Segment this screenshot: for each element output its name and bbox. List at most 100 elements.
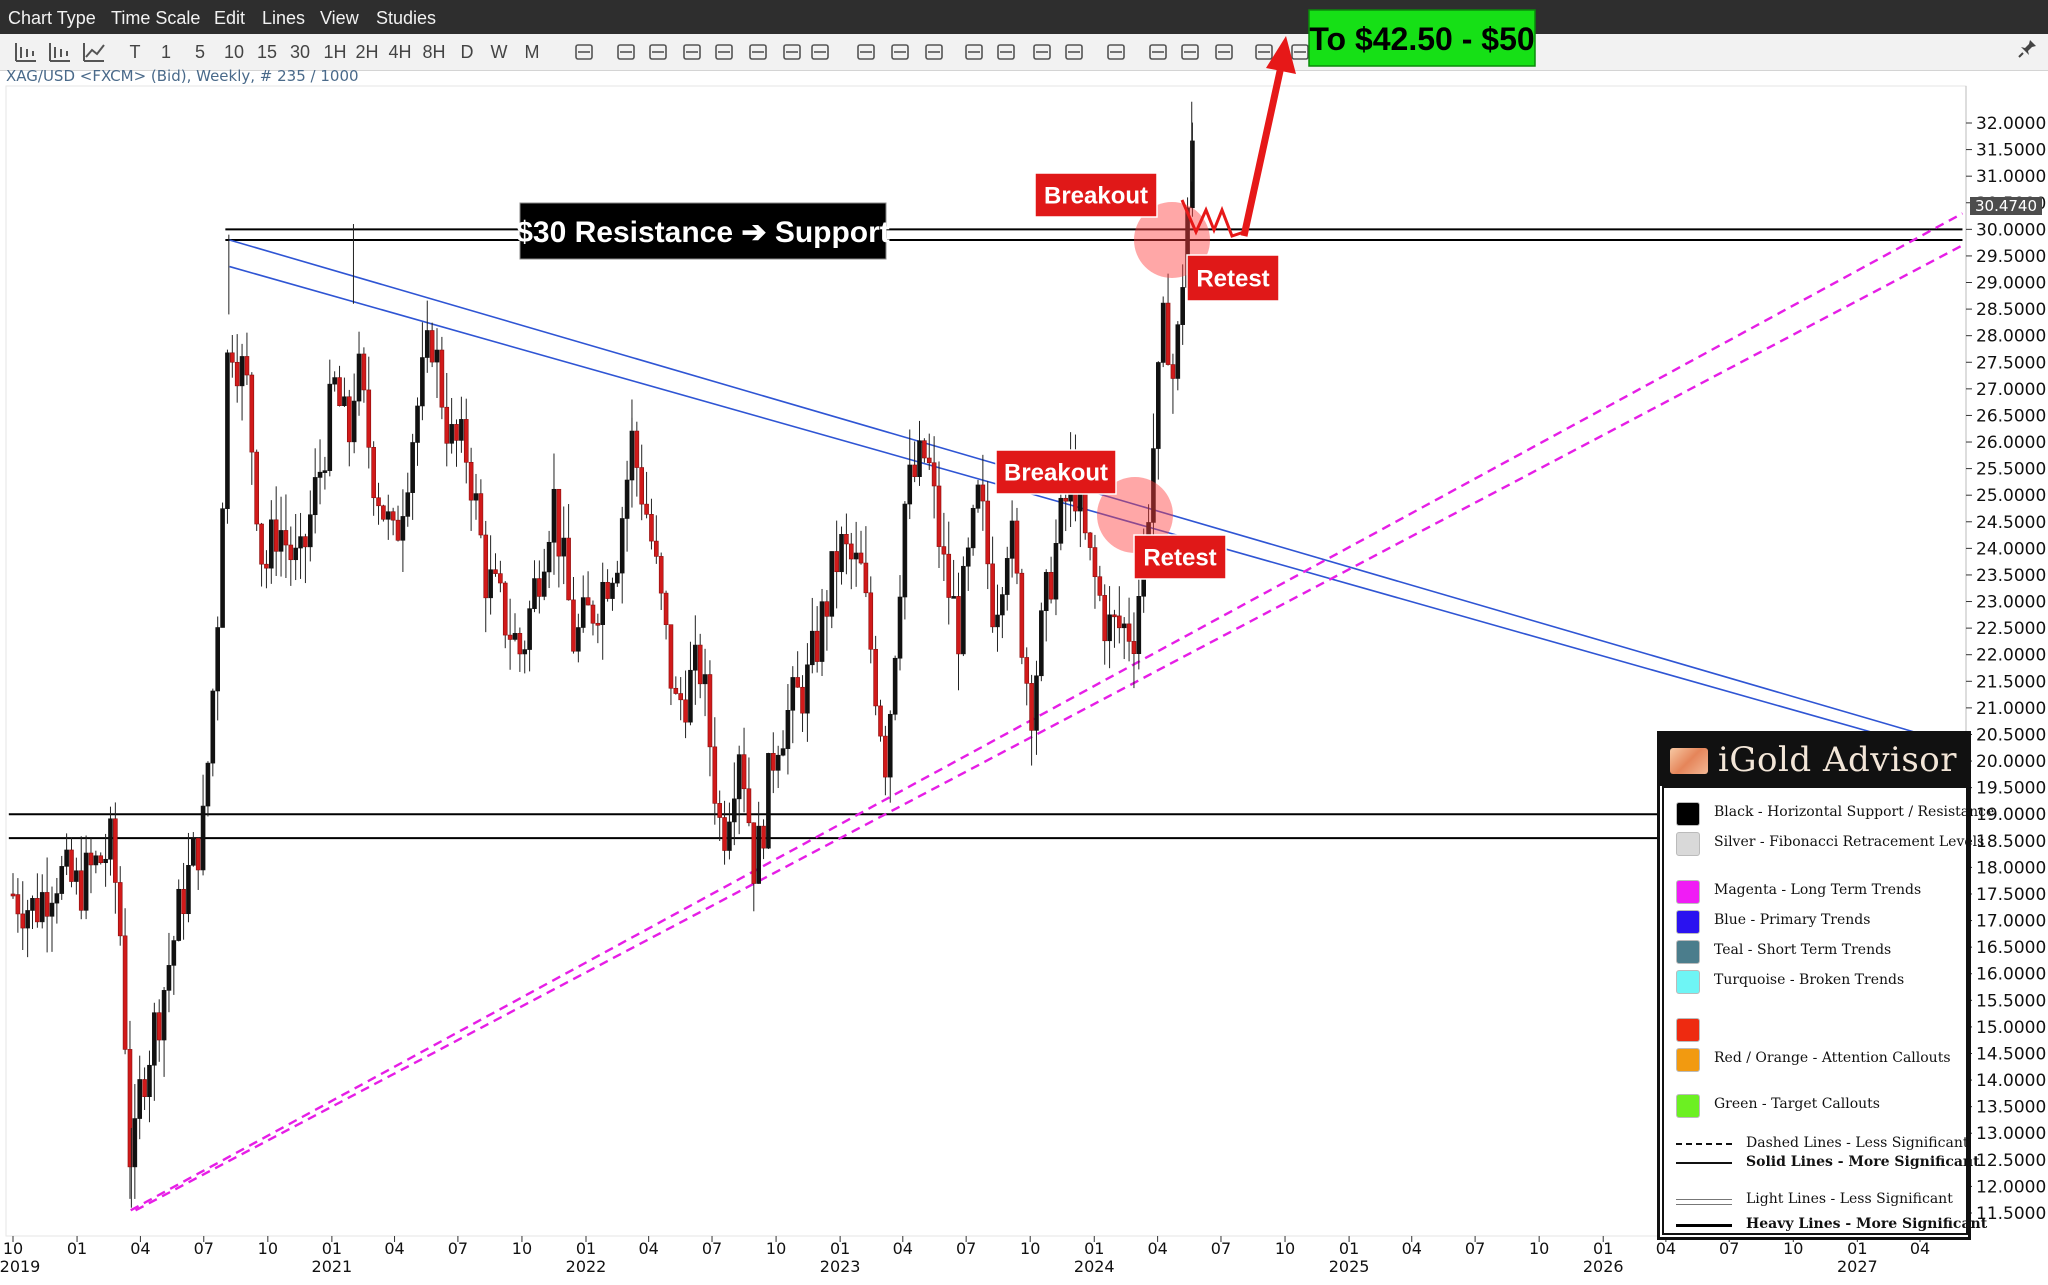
candle-up [239, 356, 245, 387]
x-month-label: 10 [766, 1239, 786, 1258]
info-icon[interactable] [780, 40, 804, 64]
measure-icon[interactable] [1212, 40, 1236, 64]
pencil-icon[interactable] [1288, 40, 1312, 64]
cursor-icon[interactable] [572, 40, 596, 64]
candle-down [507, 634, 513, 640]
candle-down [1014, 520, 1020, 574]
timeframe-button-5[interactable]: 5 [194, 42, 205, 62]
timeframe-button-m[interactable]: M [524, 42, 540, 62]
legend-swatch [1676, 802, 1700, 826]
menu-item-edit[interactable]: Edit [214, 8, 246, 28]
candle-down [814, 630, 820, 662]
candle-up [332, 377, 337, 385]
menu-item-view[interactable]: View [320, 8, 359, 28]
timeframe-button-d[interactable]: D [460, 42, 474, 62]
x-year-label: 2024 [1074, 1257, 1115, 1276]
legend-swatch [1676, 910, 1700, 934]
candle-up [322, 470, 328, 473]
candle-up [619, 518, 625, 574]
timeframe-button-8h[interactable]: 8H [422, 42, 446, 62]
candle-down [463, 419, 469, 463]
candle-down [376, 497, 381, 507]
delete-icon[interactable] [712, 40, 736, 64]
timeframe-button-4h[interactable]: 4H [388, 42, 412, 62]
candle-up [756, 825, 761, 884]
trash-icon[interactable] [746, 40, 770, 64]
ohlc-chart-icon[interactable] [46, 39, 74, 65]
resistance-support-text: $30 Resistance ➔ Support [516, 216, 890, 249]
toolbar: T 1 5 10 15 30 1H 2H 4H 8H D W M [0, 34, 2048, 71]
candle-down [517, 633, 523, 655]
arrow-tool-icon[interactable] [1062, 40, 1086, 64]
candle-up [965, 547, 971, 567]
timeframe-button-t[interactable]: T [129, 42, 141, 62]
candle-up [1034, 675, 1039, 731]
y-tick-label: 32.0000 [1976, 114, 2046, 134]
candle-up [785, 710, 791, 749]
x-month-label: 10 [1529, 1239, 1549, 1258]
candle-up [385, 511, 391, 520]
y-tick-label: 23.0000 [1976, 593, 2046, 613]
fit-height-icon[interactable] [922, 40, 946, 64]
x-month-label: 07 [1465, 1239, 1485, 1258]
breakout-callout-upper-text: Breakout [1044, 183, 1148, 210]
menu-item-lines[interactable]: Lines [262, 8, 306, 28]
candle-down [429, 330, 435, 363]
retest-callout-upper-text: Retest [1196, 266, 1269, 293]
fork-icon[interactable] [994, 40, 1018, 64]
fib-icon[interactable] [1030, 40, 1054, 64]
y-tick-label: 22.0000 [1976, 646, 2046, 666]
candle-down [454, 424, 459, 441]
x-year-label: 2027 [1837, 1257, 1878, 1276]
zoom-out-icon[interactable] [888, 40, 912, 64]
x-year-label: 2026 [1583, 1257, 1624, 1276]
timeframe-button-2h[interactable]: 2H [355, 42, 379, 62]
print-icon[interactable] [1252, 40, 1276, 64]
timeframe-button-30[interactable]: 30 [289, 42, 311, 62]
timeframe-button-10[interactable]: 10 [223, 42, 245, 62]
legend-row: Turquoise - Broken Trends [1664, 970, 1964, 994]
menu-item-studies[interactable]: Studies [376, 8, 437, 28]
legend-row: Red / Orange - Attention Callouts [1664, 1048, 1964, 1072]
y-tick-label: 18.0000 [1976, 858, 2046, 878]
candle-down [697, 644, 703, 685]
candle-up [420, 357, 425, 407]
line-chart-icon[interactable] [80, 39, 108, 65]
grid-icon[interactable] [646, 40, 670, 64]
candle-down [644, 503, 649, 515]
trendline-icon[interactable] [962, 40, 986, 64]
candle-up [449, 424, 454, 444]
candle-up [434, 349, 440, 363]
fit-width-icon[interactable] [680, 40, 704, 64]
ruler-icon[interactable] [1178, 40, 1202, 64]
candle-down [122, 935, 128, 1050]
zoom-in-icon[interactable] [854, 40, 878, 64]
x-month-label: 10 [512, 1239, 532, 1258]
candle-down [234, 361, 240, 387]
candle-up [1039, 610, 1044, 677]
timeframe-button-1h[interactable]: 1H [323, 42, 347, 62]
menu-item-chart-type[interactable]: Chart Type [8, 8, 96, 28]
timeframe-button-w[interactable]: W [490, 42, 508, 62]
candle-down [595, 622, 601, 626]
bar-chart-icon[interactable] [12, 39, 40, 65]
candle-down [980, 484, 986, 502]
brand-logo-icon [1670, 748, 1708, 774]
calendar-icon[interactable] [614, 40, 638, 64]
flag-icon[interactable] [1146, 40, 1170, 64]
timeframe-button-15[interactable]: 15 [256, 42, 278, 62]
channel-icon[interactable] [1104, 40, 1128, 64]
candle-down [571, 599, 576, 652]
pin-icon[interactable] [2018, 38, 2038, 58]
menu-item-time-scale[interactable]: Time Scale [111, 8, 201, 28]
timeframe-button-1[interactable]: 1 [160, 42, 171, 62]
x-month-label: 10 [258, 1239, 278, 1258]
candle-up [488, 569, 493, 599]
y-tick-label: 25.0000 [1976, 486, 2046, 506]
y-tick-label: 18.5000 [1976, 832, 2046, 852]
y-tick-label: 16.0000 [1976, 965, 2046, 985]
volume-icon[interactable] [808, 40, 832, 64]
candle-down [1117, 615, 1122, 629]
candle-up [74, 870, 79, 882]
